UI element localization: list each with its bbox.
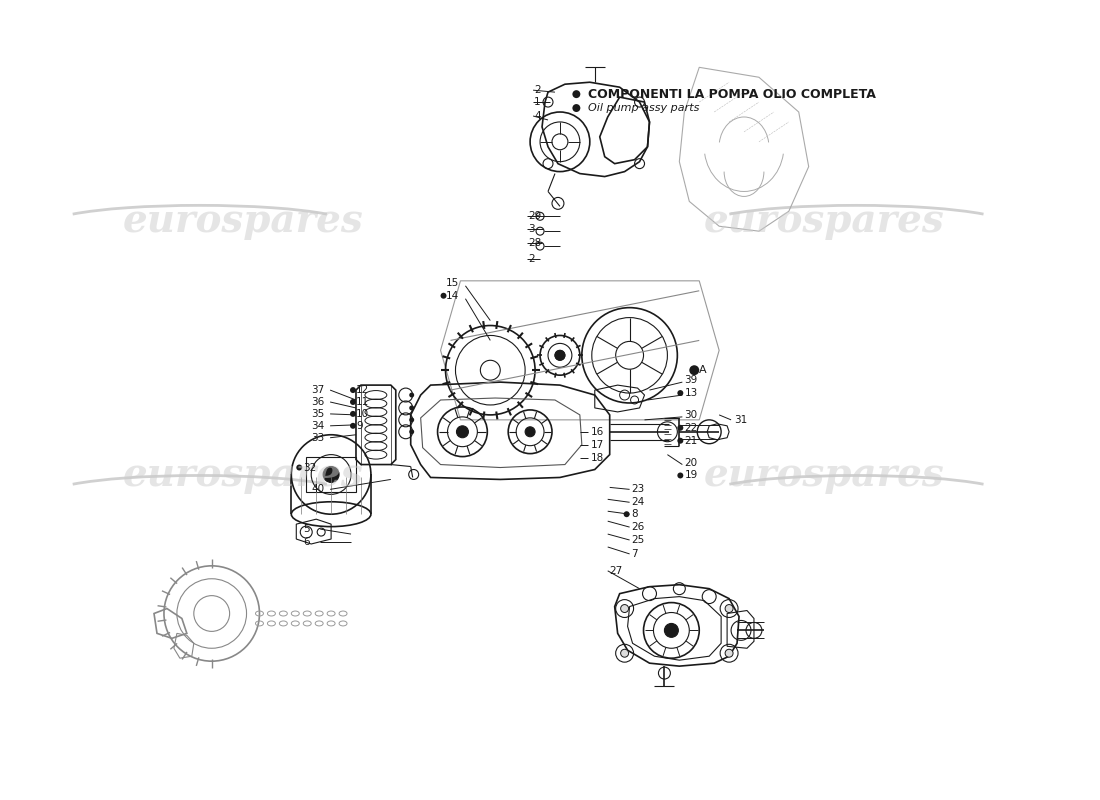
Text: 10: 10 — [356, 409, 370, 419]
Circle shape — [409, 418, 415, 422]
Circle shape — [557, 352, 563, 358]
Circle shape — [572, 90, 581, 98]
Text: 14: 14 — [446, 290, 459, 301]
Text: 16: 16 — [591, 426, 604, 437]
Text: 36: 36 — [311, 397, 324, 407]
Circle shape — [323, 466, 339, 482]
Circle shape — [556, 350, 565, 360]
Text: Oil pump assy parts: Oil pump assy parts — [588, 103, 700, 113]
Text: 30: 30 — [684, 410, 697, 420]
Text: eurospares: eurospares — [703, 202, 944, 240]
Text: 27: 27 — [609, 566, 623, 576]
Text: 28: 28 — [528, 238, 541, 248]
Circle shape — [296, 465, 303, 470]
Circle shape — [725, 650, 733, 658]
Text: eurospares: eurospares — [123, 202, 364, 240]
Text: 17: 17 — [591, 440, 604, 450]
Circle shape — [409, 393, 415, 398]
Text: 21: 21 — [684, 436, 697, 446]
Text: 20: 20 — [684, 458, 697, 467]
Circle shape — [572, 104, 581, 112]
Circle shape — [690, 366, 700, 375]
Circle shape — [409, 406, 415, 410]
Text: 24: 24 — [631, 498, 645, 507]
Text: 13: 13 — [684, 388, 697, 398]
Text: 3: 3 — [528, 224, 535, 234]
Text: 35: 35 — [311, 409, 324, 419]
Circle shape — [678, 473, 683, 478]
Circle shape — [725, 605, 733, 613]
Text: 8: 8 — [631, 510, 638, 519]
Text: eurospares: eurospares — [703, 457, 944, 494]
Text: 12: 12 — [356, 385, 370, 395]
Text: 31: 31 — [734, 415, 747, 425]
Text: 19: 19 — [684, 470, 697, 481]
Circle shape — [525, 427, 535, 437]
Circle shape — [350, 411, 356, 417]
Text: 1: 1 — [535, 97, 541, 107]
Circle shape — [350, 423, 356, 429]
Text: 33: 33 — [311, 433, 324, 442]
Circle shape — [409, 430, 415, 434]
Text: 4: 4 — [535, 111, 541, 121]
Circle shape — [620, 650, 628, 658]
Text: 15: 15 — [446, 278, 459, 288]
Text: A: A — [700, 366, 707, 375]
Text: 2: 2 — [535, 85, 541, 95]
Circle shape — [678, 425, 683, 430]
Circle shape — [678, 438, 683, 444]
Circle shape — [441, 293, 447, 298]
Text: COMPONENTI LA POMPA OLIO COMPLETA: COMPONENTI LA POMPA OLIO COMPLETA — [588, 88, 877, 101]
Circle shape — [350, 399, 356, 405]
Text: 25: 25 — [631, 535, 645, 545]
Circle shape — [350, 387, 356, 393]
Text: 22: 22 — [684, 423, 697, 433]
Text: 34: 34 — [311, 421, 324, 431]
Circle shape — [620, 605, 628, 613]
Circle shape — [678, 390, 683, 396]
Text: 26: 26 — [631, 522, 645, 532]
Text: 11: 11 — [356, 397, 370, 407]
Text: 40: 40 — [311, 484, 324, 494]
Text: 39: 39 — [684, 375, 697, 385]
Text: 23: 23 — [631, 484, 645, 494]
Circle shape — [624, 511, 629, 517]
Text: 37: 37 — [311, 385, 324, 395]
Text: 18: 18 — [591, 453, 604, 462]
Circle shape — [664, 623, 679, 638]
Text: eurospares: eurospares — [123, 457, 364, 494]
Text: 7: 7 — [631, 549, 638, 559]
Text: 5: 5 — [304, 524, 310, 534]
Text: 9: 9 — [356, 421, 363, 431]
Text: 2: 2 — [528, 254, 535, 264]
Circle shape — [456, 426, 469, 438]
Text: 6: 6 — [304, 537, 310, 547]
Text: 29: 29 — [528, 211, 541, 222]
Text: 32: 32 — [304, 462, 317, 473]
